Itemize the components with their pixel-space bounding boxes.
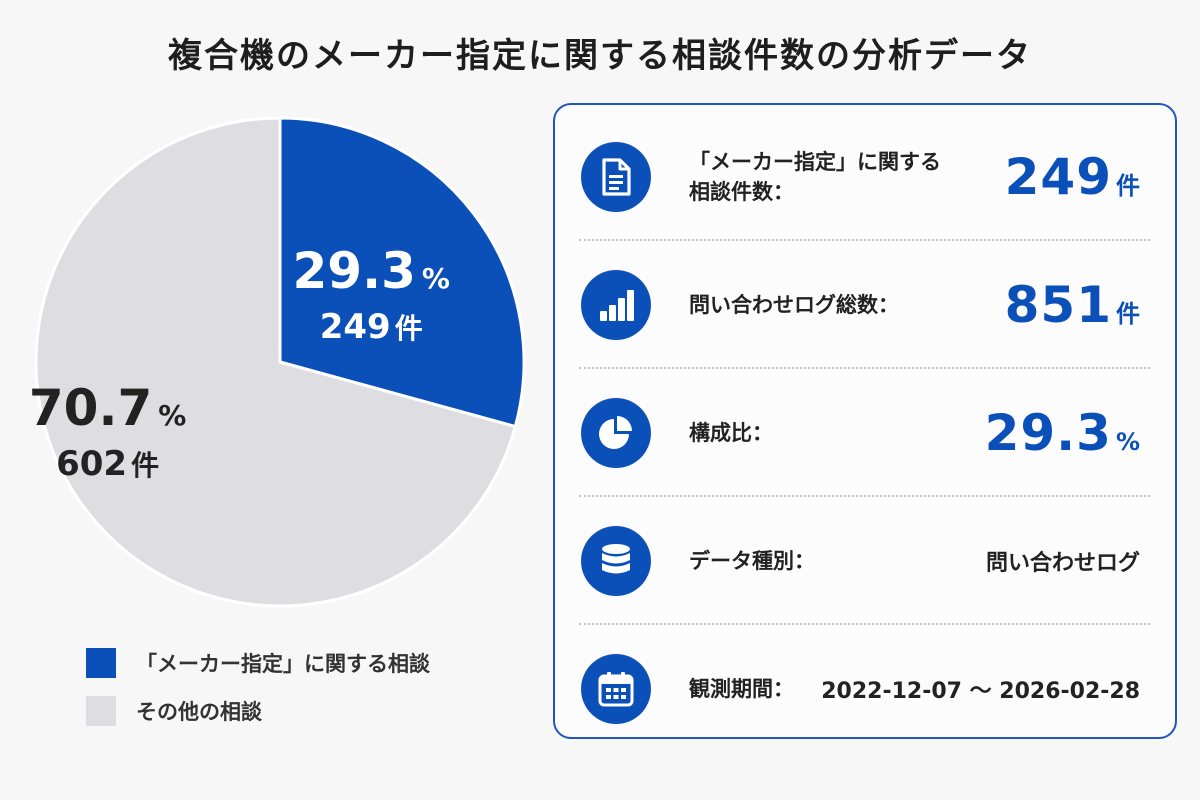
bar-chart-icon — [581, 270, 651, 340]
pie-slice-count-label-1: 602 件 — [56, 444, 159, 484]
stat-unit-total-logs: 件 — [1116, 300, 1140, 328]
pie-chart: 29.3 % 249 件 70.7 % 602 件 — [30, 116, 526, 608]
database-icon — [581, 526, 651, 596]
row-divider — [579, 623, 1150, 625]
stat-label-maker-count: 「メーカー指定」に関する 相談件数： — [689, 150, 941, 204]
row-divider — [579, 239, 1150, 241]
stat-unit-maker-count: 件 — [1116, 172, 1140, 200]
stat-number-maker-count: 249 — [1004, 148, 1112, 206]
stat-unit-ratio: % — [1115, 428, 1140, 456]
stat-value-period: 2022-12-07 ～ 2026-02-28 — [821, 673, 1140, 705]
stat-row-data-type: データ種別： 問い合わせログ — [555, 497, 1174, 625]
legend: 「メーカー指定」に関する相談 その他の相談 — [86, 646, 430, 742]
stat-text-period: 2022-12-07 ～ 2026-02-28 — [821, 679, 1140, 704]
legend-item-maker: 「メーカー指定」に関する相談 — [86, 646, 430, 680]
row-divider — [579, 367, 1150, 369]
pie-chart-icon — [581, 398, 651, 468]
stat-value-maker-count: 249 件 — [1005, 148, 1140, 206]
legend-swatch-other — [86, 696, 116, 726]
document-icon — [581, 142, 651, 212]
row-divider — [579, 495, 1150, 497]
stat-row-ratio: 構成比： 29.3 % — [555, 369, 1174, 497]
chart-title: 複合機のメーカー指定に関する相談件数の分析データ — [168, 36, 1032, 76]
stat-row-maker-count: 「メーカー指定」に関する 相談件数： 249 件 — [555, 113, 1174, 241]
stat-label-total-logs: 問い合わせログ総数： — [689, 293, 899, 317]
stat-label-period: 観測期間： — [689, 677, 794, 701]
stat-row-total-logs: 問い合わせログ総数： 851 件 — [555, 241, 1174, 369]
stat-value-data-type: 問い合わせログ — [986, 545, 1140, 577]
stat-value-total-logs: 851 件 — [1005, 276, 1140, 334]
legend-label-maker: 「メーカー指定」に関する相談 — [136, 652, 430, 676]
pie-slice-1 — [34, 116, 518, 608]
pie-slice-0 — [278, 116, 526, 429]
legend-swatch-maker — [86, 648, 116, 678]
stats-panel: 「メーカー指定」に関する 相談件数： 249 件 問い合わせログ総数： 851 … — [553, 103, 1177, 739]
stat-row-period: 観測期間： 2022-12-07 ～ 2026-02-28 — [555, 625, 1174, 753]
calendar-icon — [581, 654, 651, 724]
stat-number-ratio: 29.3 — [984, 404, 1112, 462]
legend-item-other: その他の相談 — [86, 694, 430, 728]
legend-label-other: その他の相談 — [136, 700, 262, 724]
stat-label-ratio: 構成比： — [689, 421, 773, 445]
stat-value-ratio: 29.3 % — [985, 404, 1140, 462]
stat-label-data-type: データ種別： — [689, 549, 815, 573]
pie-slice-percent-label-1: 70.7% — [30, 379, 186, 437]
stat-text-data-type: 問い合わせログ — [985, 551, 1140, 576]
stat-number-total-logs: 851 — [1004, 276, 1112, 334]
pie-slice-count-label-0: 249 件 — [320, 307, 423, 347]
pie-slice-percent-label-0: 29.3% — [293, 242, 450, 300]
